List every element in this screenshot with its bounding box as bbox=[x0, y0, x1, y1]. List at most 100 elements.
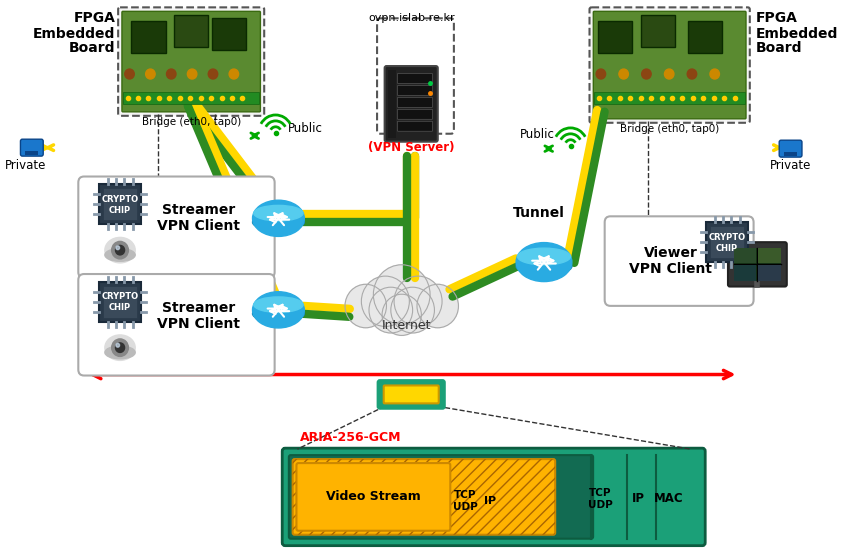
Text: CHIP: CHIP bbox=[109, 304, 131, 312]
Text: CHIP: CHIP bbox=[716, 244, 738, 253]
Text: Private: Private bbox=[770, 158, 811, 172]
Circle shape bbox=[111, 339, 128, 357]
FancyBboxPatch shape bbox=[398, 85, 433, 95]
Text: Video Stream: Video Stream bbox=[326, 490, 421, 503]
Circle shape bbox=[167, 69, 176, 79]
FancyBboxPatch shape bbox=[398, 98, 433, 107]
FancyBboxPatch shape bbox=[710, 226, 744, 258]
FancyBboxPatch shape bbox=[398, 121, 433, 131]
Circle shape bbox=[373, 265, 430, 324]
Text: IP: IP bbox=[632, 492, 644, 506]
Text: Bridge (eth0, tap0): Bridge (eth0, tap0) bbox=[620, 124, 719, 134]
FancyBboxPatch shape bbox=[78, 176, 275, 278]
Ellipse shape bbox=[518, 248, 570, 265]
FancyBboxPatch shape bbox=[103, 286, 137, 318]
FancyBboxPatch shape bbox=[758, 248, 781, 263]
FancyBboxPatch shape bbox=[758, 266, 781, 281]
Text: CRYPTO: CRYPTO bbox=[708, 233, 745, 242]
Circle shape bbox=[145, 69, 156, 79]
FancyBboxPatch shape bbox=[99, 185, 141, 224]
FancyBboxPatch shape bbox=[734, 248, 756, 263]
FancyBboxPatch shape bbox=[688, 21, 722, 53]
Text: ARIA-256-GCM: ARIA-256-GCM bbox=[300, 431, 402, 444]
FancyBboxPatch shape bbox=[99, 282, 141, 322]
FancyBboxPatch shape bbox=[590, 7, 750, 123]
Ellipse shape bbox=[105, 237, 135, 263]
FancyBboxPatch shape bbox=[282, 448, 706, 546]
Text: Streamer
VPN Client: Streamer VPN Client bbox=[157, 203, 241, 233]
Ellipse shape bbox=[105, 335, 135, 360]
FancyBboxPatch shape bbox=[20, 139, 43, 156]
Text: Public: Public bbox=[288, 122, 323, 135]
FancyBboxPatch shape bbox=[118, 7, 264, 116]
FancyBboxPatch shape bbox=[728, 242, 787, 286]
Circle shape bbox=[208, 69, 218, 79]
FancyBboxPatch shape bbox=[103, 189, 137, 220]
FancyBboxPatch shape bbox=[78, 274, 275, 376]
Circle shape bbox=[394, 276, 442, 326]
Circle shape bbox=[710, 69, 719, 79]
Text: Public: Public bbox=[520, 128, 555, 141]
Circle shape bbox=[391, 287, 434, 333]
Circle shape bbox=[361, 276, 410, 326]
Circle shape bbox=[345, 284, 387, 328]
FancyBboxPatch shape bbox=[641, 15, 675, 47]
Ellipse shape bbox=[516, 243, 572, 282]
FancyBboxPatch shape bbox=[292, 459, 555, 535]
Circle shape bbox=[116, 246, 120, 249]
FancyBboxPatch shape bbox=[604, 217, 754, 306]
Text: TCP
UDP: TCP UDP bbox=[587, 488, 613, 509]
Circle shape bbox=[116, 246, 125, 255]
Circle shape bbox=[187, 69, 197, 79]
FancyBboxPatch shape bbox=[212, 18, 246, 50]
FancyBboxPatch shape bbox=[297, 463, 450, 531]
FancyBboxPatch shape bbox=[706, 222, 748, 262]
FancyBboxPatch shape bbox=[593, 11, 746, 119]
Circle shape bbox=[382, 294, 422, 335]
Ellipse shape bbox=[254, 205, 303, 221]
Ellipse shape bbox=[252, 200, 304, 237]
FancyBboxPatch shape bbox=[784, 152, 797, 156]
FancyBboxPatch shape bbox=[779, 140, 802, 157]
Circle shape bbox=[111, 242, 128, 259]
Ellipse shape bbox=[252, 292, 304, 328]
Circle shape bbox=[687, 69, 697, 79]
Circle shape bbox=[596, 69, 606, 79]
FancyBboxPatch shape bbox=[132, 21, 166, 53]
Circle shape bbox=[642, 69, 651, 79]
FancyBboxPatch shape bbox=[598, 21, 632, 53]
Text: Streamer
VPN Client: Streamer VPN Client bbox=[157, 301, 241, 331]
Circle shape bbox=[619, 69, 628, 79]
Circle shape bbox=[116, 343, 125, 353]
FancyBboxPatch shape bbox=[385, 66, 438, 142]
Text: Board: Board bbox=[69, 41, 116, 55]
Ellipse shape bbox=[749, 275, 766, 280]
Ellipse shape bbox=[254, 297, 303, 312]
FancyBboxPatch shape bbox=[388, 70, 396, 138]
Text: CRYPTO: CRYPTO bbox=[101, 292, 139, 301]
Text: Bridge (eth0, tap0): Bridge (eth0, tap0) bbox=[142, 117, 241, 127]
Text: IP: IP bbox=[484, 496, 496, 506]
FancyBboxPatch shape bbox=[734, 266, 756, 281]
FancyBboxPatch shape bbox=[26, 151, 38, 155]
Text: ovpn.islab.re.kr: ovpn.islab.re.kr bbox=[368, 13, 455, 23]
Text: Tunnel: Tunnel bbox=[513, 206, 565, 220]
FancyBboxPatch shape bbox=[398, 74, 433, 84]
FancyBboxPatch shape bbox=[594, 92, 745, 104]
Text: Embedded: Embedded bbox=[33, 27, 116, 41]
Text: CRYPTO: CRYPTO bbox=[101, 195, 139, 204]
Text: Internet: Internet bbox=[382, 319, 431, 332]
FancyBboxPatch shape bbox=[378, 381, 445, 408]
Circle shape bbox=[125, 69, 134, 79]
Text: FPGA: FPGA bbox=[756, 11, 797, 25]
FancyBboxPatch shape bbox=[174, 15, 208, 47]
Circle shape bbox=[230, 69, 239, 79]
FancyBboxPatch shape bbox=[383, 386, 439, 403]
Text: Embedded: Embedded bbox=[756, 27, 838, 41]
Text: Viewer
VPN Client: Viewer VPN Client bbox=[629, 246, 712, 276]
Text: Private: Private bbox=[4, 158, 46, 172]
Ellipse shape bbox=[516, 257, 572, 275]
FancyBboxPatch shape bbox=[734, 248, 781, 281]
FancyBboxPatch shape bbox=[123, 92, 259, 104]
Ellipse shape bbox=[105, 248, 135, 261]
